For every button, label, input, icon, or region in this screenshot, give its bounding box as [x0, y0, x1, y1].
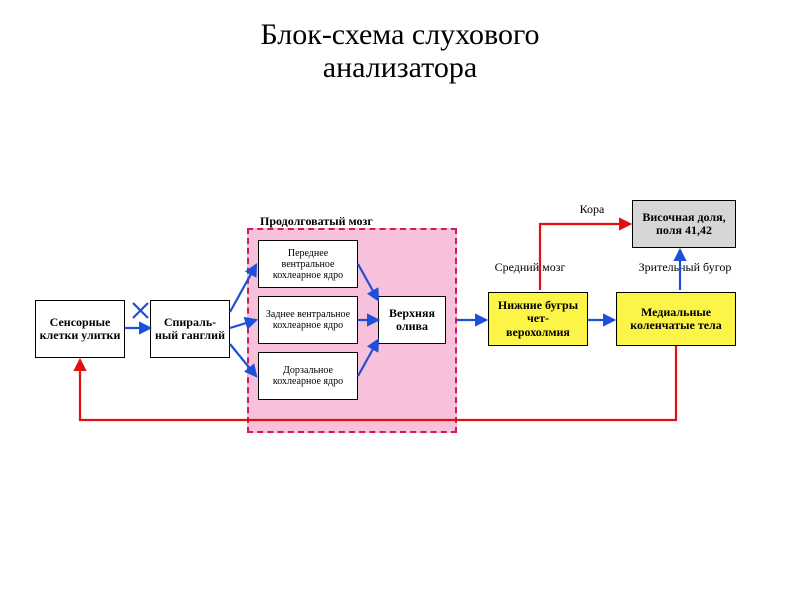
node-sensory-cells: Сенсорные клетки улитки	[35, 300, 125, 358]
diagram-canvas: Продолговатый мозг Средний мозг Кора Зри…	[0, 0, 800, 600]
node-superior-olive: Верхняя олива	[378, 296, 446, 344]
medulla-label: Продолговатый мозг	[260, 214, 373, 229]
node-inferior-colliculus: Нижние бугры чет-верохолмия	[488, 292, 588, 346]
thalamus-label: Зрительный бугор	[625, 260, 745, 275]
cortex-label: Кора	[562, 202, 622, 217]
node-temporal-cortex: Височная доля,поля 41,42	[632, 200, 736, 248]
node-post-ventral-cochlear: Заднее вентральное кохлеарное ядро	[258, 296, 358, 344]
node-dorsal-cochlear: Дорзальное кохлеарное ядро	[258, 352, 358, 400]
node-ant-ventral-cochlear: Переднее вентральное кохлеарное ядро	[258, 240, 358, 288]
node-medial-geniculate: Медиальные коленчатые тела	[616, 292, 736, 346]
midbrain-label: Средний мозг	[490, 260, 570, 275]
node-spiral-ganglion: Спираль-ный ганглий	[150, 300, 230, 358]
